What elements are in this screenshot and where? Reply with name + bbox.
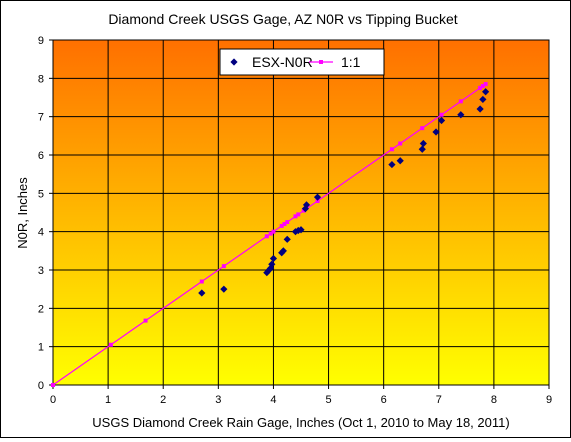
data-point [220,285,228,293]
x-tick-label: 0 [50,394,56,406]
data-point [297,226,305,234]
y-tick-label: 5 [38,188,44,200]
x-tick-label: 9 [546,394,552,406]
y-tick-label: 3 [38,265,44,277]
line-point [439,112,444,117]
data-point [283,235,291,243]
legend-label: ESX-N0R [252,54,313,70]
data-point [396,157,404,165]
line-point [398,141,403,146]
chart-title: Diamond Creek USGS Gage, AZ N0R vs Tippi… [108,11,457,27]
data-point [437,116,446,125]
line-point [480,84,485,88]
line-point [483,82,488,87]
data-point [418,145,426,153]
data-point [476,105,484,113]
legend-marker [319,60,323,64]
data-point [479,95,487,104]
x-tick-label: 8 [491,394,497,406]
y-tick-label: 7 [38,112,44,124]
legend: ESX-N0R 1:1 [219,48,385,76]
y-tick-label: 0 [38,380,44,392]
line-point [478,85,483,90]
data-point [388,160,396,169]
x-tick-label: 3 [215,394,221,406]
data-point [482,88,490,96]
data-point [198,289,206,297]
data-point [279,247,287,255]
line-point [143,318,148,323]
series-1-1 [51,82,488,387]
line-point [264,234,269,239]
legend-label: 1:1 [341,54,361,70]
line-point [296,212,301,217]
y-tick-label: 8 [38,73,44,85]
series-layer [51,82,490,387]
y-tick-label: 9 [38,35,44,47]
line-point [51,383,55,387]
data-point [302,201,311,209]
series-esx-n0r [198,88,490,297]
x-tick-label: 5 [325,394,331,406]
y-axis-label: N0R, Inches [15,177,30,249]
x-tick-label: 1 [105,394,111,406]
grid-lines [53,40,549,385]
y-tick-label: 4 [38,227,44,239]
line-point [389,147,394,152]
line-point [420,126,425,131]
data-point [313,193,322,201]
legend-box [219,48,385,76]
data-point [432,128,440,136]
line-point [279,223,284,228]
data-point [301,205,310,213]
x-tick-label: 2 [160,394,166,406]
line-point [315,199,320,203]
x-axis-label: USGS Diamond Creek Rain Gage, Inches (Oc… [92,415,509,430]
line-point [282,222,287,226]
legend-marker [230,58,238,66]
line-point [285,220,290,225]
axis-ticks: 0 1 2 3 4 5 6 7 8 9 0 1 2 3 4 5 6 7 8 9 [38,35,552,406]
data-point [419,139,427,148]
x-tick-label: 6 [381,394,387,406]
data-point [269,254,278,263]
y-tick-label: 6 [38,150,44,162]
y-tick-label: 2 [38,303,44,315]
data-point [268,260,276,268]
line-point [268,231,273,236]
x-tick-label: 4 [270,394,276,406]
line-point [108,342,113,347]
data-point [267,264,275,272]
line-point [293,214,298,219]
data-point [457,111,465,119]
y-tick-label: 1 [38,342,44,354]
line-point [271,229,276,234]
line-point [458,99,463,104]
x-tick-label: 7 [436,394,442,406]
line-point [199,279,204,284]
line-point [221,264,226,269]
